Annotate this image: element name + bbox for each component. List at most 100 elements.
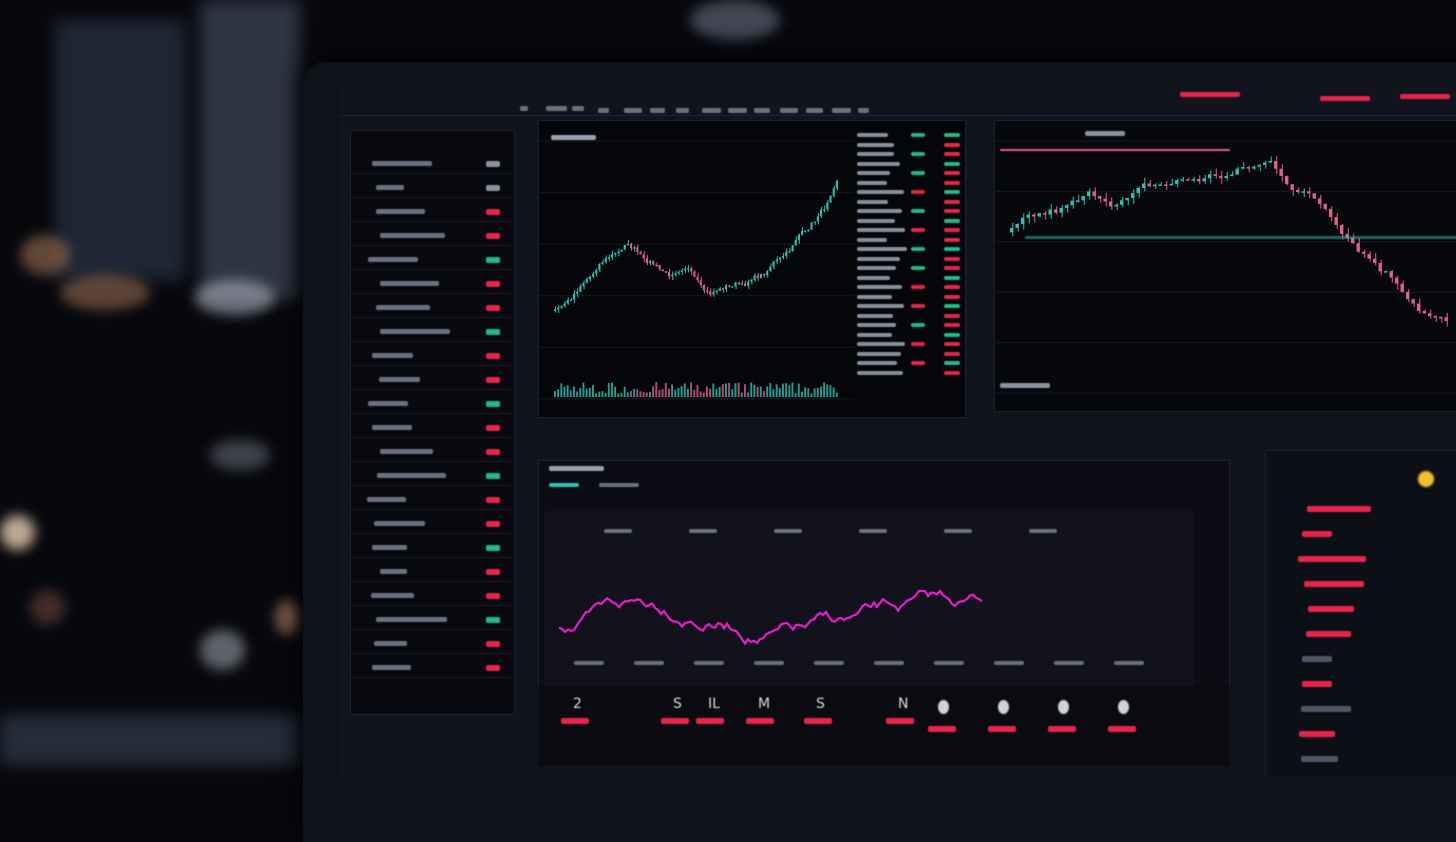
watchlist-symbol[interactable]: [379, 329, 451, 334]
volume-bar: [630, 391, 632, 397]
watchlist-symbol[interactable]: [380, 449, 433, 454]
order-row[interactable]: [1307, 506, 1372, 512]
toolbar-label[interactable]: S: [816, 696, 825, 712]
watchlist-symbol[interactable]: [376, 473, 446, 478]
watchlist-symbol[interactable]: [375, 305, 430, 310]
volume-bar: [642, 392, 645, 397]
menu-item[interactable]: [832, 108, 852, 113]
order-book-price: [857, 237, 888, 242]
candle-body: [1109, 201, 1113, 207]
volume-bar: [775, 384, 778, 397]
watchlist-symbol[interactable]: [378, 377, 421, 382]
watchlist-symbol[interactable]: [379, 569, 408, 574]
order-row[interactable]: [1306, 631, 1351, 637]
background-building: [200, 0, 300, 300]
watchlist-symbol[interactable]: [372, 425, 413, 430]
watchlist-change-badge: [486, 377, 500, 383]
menu-item[interactable]: [728, 108, 747, 113]
order-row[interactable]: [1301, 656, 1333, 662]
watchlist-symbol[interactable]: [366, 497, 406, 502]
order-row[interactable]: [1301, 531, 1332, 537]
toolbar-label[interactable]: 2: [573, 696, 582, 712]
watchlist-symbol[interactable]: [372, 665, 412, 670]
row-divider: [351, 269, 516, 270]
main-candlestick-chart[interactable]: [538, 120, 966, 418]
watchlist-sidebar[interactable]: [350, 130, 516, 715]
candle-body: [750, 279, 753, 282]
watchlist-symbol[interactable]: [372, 545, 407, 550]
toggle-icon[interactable]: [1118, 700, 1129, 714]
watchlist-symbol[interactable]: [379, 233, 446, 238]
candle-body: [747, 281, 750, 287]
toggle-icon[interactable]: [1058, 700, 1069, 714]
watchlist-symbol[interactable]: [371, 593, 414, 598]
order-row[interactable]: [1304, 581, 1364, 587]
watchlist-symbol[interactable]: [376, 185, 405, 190]
candle-body: [706, 290, 708, 292]
volume-bar: [820, 386, 822, 397]
volume-bar: [585, 388, 588, 397]
menu-item[interactable]: [546, 106, 567, 111]
watchlist-symbol[interactable]: [371, 161, 432, 166]
top-menu-bar[interactable]: [340, 86, 1456, 116]
order-book-change: [944, 209, 960, 213]
candle-body: [823, 209, 826, 211]
candle-body: [1378, 262, 1382, 272]
toolbar-label[interactable]: N: [898, 696, 909, 712]
warning-indicator[interactable]: [1418, 471, 1434, 487]
menu-item[interactable]: [858, 108, 870, 113]
watchlist-symbol[interactable]: [375, 617, 448, 622]
volume-bar: [668, 388, 670, 397]
menu-item[interactable]: [676, 108, 689, 113]
toolbar-label[interactable]: S: [673, 696, 682, 712]
watchlist-symbol[interactable]: [373, 641, 407, 646]
tab-active[interactable]: [549, 483, 579, 487]
order-row[interactable]: [1307, 606, 1354, 612]
watchlist-symbol[interactable]: [371, 353, 414, 358]
order-panel[interactable]: [1265, 450, 1456, 776]
bottom-toolbar[interactable]: 2 S IL M S N: [538, 686, 1230, 766]
candle-body: [674, 273, 677, 275]
order-row[interactable]: [1301, 706, 1351, 712]
secondary-candlestick-chart[interactable]: [994, 120, 1456, 412]
watchlist-symbol[interactable]: [374, 521, 425, 526]
volume-bar: [756, 386, 759, 397]
toolbar-value: [661, 718, 689, 724]
menu-item[interactable]: [572, 106, 585, 111]
order-book-price: [857, 294, 892, 299]
background-building: [55, 20, 185, 280]
candle-body: [1389, 271, 1393, 278]
order-book-price: [857, 351, 901, 356]
row-divider: [351, 485, 516, 486]
order-row[interactable]: [1302, 681, 1333, 687]
watchlist-symbol[interactable]: [367, 257, 419, 262]
indicator-chart-panel[interactable]: [538, 460, 1230, 692]
candle-body: [734, 282, 737, 287]
toolbar-label[interactable]: M: [758, 696, 771, 712]
toggle-icon[interactable]: [998, 700, 1009, 714]
order-row[interactable]: [1297, 556, 1367, 562]
menu-item[interactable]: [520, 106, 528, 111]
menu-item[interactable]: [780, 108, 798, 113]
menu-item[interactable]: [624, 108, 643, 113]
menu-item[interactable]: [650, 108, 666, 113]
order-book-change: [944, 199, 960, 204]
order-row[interactable]: [1298, 731, 1335, 737]
volume-bar: [617, 393, 620, 397]
toolbar-label[interactable]: IL: [708, 696, 720, 712]
candle-body: [1411, 299, 1415, 304]
menu-item[interactable]: [806, 108, 823, 113]
order-book-change: [944, 237, 960, 242]
menu-item[interactable]: [754, 108, 770, 113]
watchlist-change-badge: [486, 473, 500, 479]
order-row[interactable]: [1300, 756, 1339, 762]
volume-bar: [731, 389, 734, 397]
toggle-icon[interactable]: [938, 700, 949, 714]
tab[interactable]: [599, 483, 639, 487]
watchlist-symbol[interactable]: [376, 209, 425, 214]
toolbar-value: [988, 726, 1016, 732]
watchlist-symbol[interactable]: [368, 401, 409, 406]
watchlist-symbol[interactable]: [379, 281, 440, 286]
menu-item[interactable]: [702, 108, 721, 113]
menu-item[interactable]: [598, 108, 609, 113]
